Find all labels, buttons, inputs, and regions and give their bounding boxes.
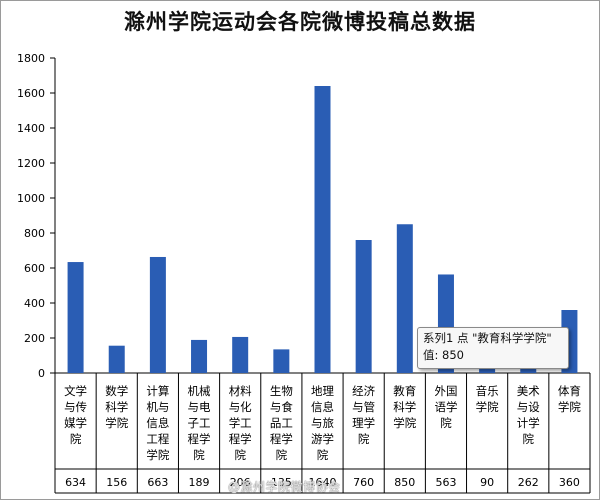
y-tick-label: 1200	[17, 157, 45, 170]
data-point-tooltip: 系列1 点 "教育科学学院" 值: 850	[417, 327, 569, 369]
data-bar	[108, 345, 125, 373]
table-value-label: 206	[230, 476, 251, 489]
category-label: 计算机与信息工程学院	[146, 384, 169, 462]
category-label: 地理信息与旅游学院	[311, 384, 334, 462]
table-value-label: 634	[65, 476, 86, 489]
data-bar	[355, 240, 372, 373]
y-tick-label: 1600	[17, 87, 45, 100]
category-label: 音乐学院	[476, 384, 499, 414]
y-tick-label: 200	[24, 332, 45, 345]
table-value-label: 360	[559, 476, 580, 489]
category-label: 文学与传媒学院	[64, 384, 87, 446]
y-tick-label: 1000	[17, 192, 45, 205]
y-tick-label: 1800	[17, 52, 45, 65]
tooltip-value: 值: 850	[423, 348, 464, 362]
category-label: 数学科学学院	[105, 384, 128, 430]
data-bar	[314, 86, 331, 373]
category-label: 生物与食品工程学院	[270, 384, 293, 462]
table-value-label: 850	[394, 476, 415, 489]
category-label: 教育科学学院	[393, 384, 416, 430]
tooltip-series-point: 系列1 点 "教育科学学院"	[423, 331, 552, 345]
category-label: 体育学院	[558, 384, 581, 414]
category-label: 经济与管理学院	[352, 384, 375, 446]
table-value-label: 760	[353, 476, 374, 489]
data-bar	[191, 339, 208, 373]
category-label: 机械与电子工程学院	[188, 384, 211, 462]
table-value-label: 1640	[309, 476, 337, 489]
chart-title: 滁州学院运动会各院微博投稿总数据	[124, 9, 476, 34]
category-label: 美术与设计学院	[517, 384, 540, 446]
y-tick-label: 1400	[17, 122, 45, 135]
y-tick-label: 0	[38, 367, 45, 380]
data-bar	[149, 256, 166, 373]
category-label: 材料与化学工程学院	[229, 384, 252, 462]
data-bar	[396, 224, 413, 373]
table-value-label: 663	[147, 476, 168, 489]
y-tick-label: 400	[24, 297, 45, 310]
data-bar	[67, 262, 84, 373]
table-value-label: 262	[518, 476, 539, 489]
category-label: 外国语学院	[434, 384, 457, 430]
table-value-label: 135	[271, 476, 292, 489]
data-bar	[232, 336, 249, 373]
table-value-label: 563	[435, 476, 456, 489]
watermark-text: @滁州学院微博协会	[228, 480, 341, 494]
table-value-label: 189	[189, 476, 210, 489]
y-tick-label: 800	[24, 227, 45, 240]
y-tick-label: 600	[24, 262, 45, 275]
table-value-label: 156	[106, 476, 127, 489]
data-bar	[273, 349, 290, 373]
table-value-label: 90	[480, 476, 494, 489]
